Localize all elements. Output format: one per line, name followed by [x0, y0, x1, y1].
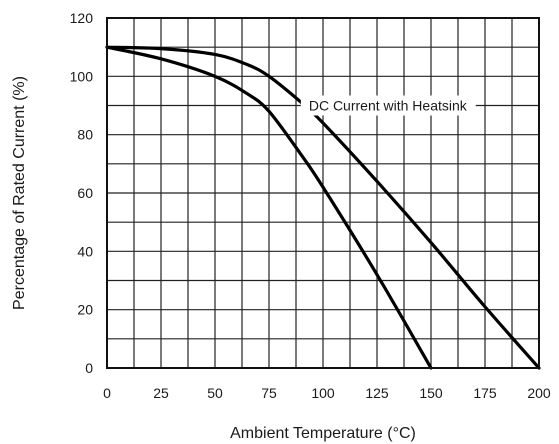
y-tick-labels: 0 20 40 60 80 100 120 — [70, 10, 94, 376]
x-tick-label: 0 — [103, 385, 111, 401]
y-tick-label: 80 — [77, 127, 93, 143]
y-tick-label: 60 — [77, 185, 93, 201]
x-tick-label: 125 — [365, 385, 389, 401]
grid — [107, 18, 539, 368]
y-tick-label: 120 — [70, 10, 94, 26]
x-tick-label: 25 — [153, 385, 169, 401]
x-tick-label: 50 — [207, 385, 223, 401]
annotation-dc-current-heatsink: DC Current with Heatsink — [309, 98, 468, 114]
x-axis-title: Ambient Temperature (°C) — [230, 425, 416, 442]
y-tick-label: 20 — [77, 302, 93, 318]
series-line-derating — [105, 45, 433, 370]
annotation-background — [300, 95, 476, 116]
x-tick-labels: 0 25 50 75 100 125 150 175 200 — [103, 385, 551, 401]
x-tick-label: 75 — [261, 385, 277, 401]
y-tick-label: 40 — [77, 243, 93, 259]
y-tick-label: 0 — [85, 360, 93, 376]
y-axis-title: Percentage of Rated Current (%) — [11, 76, 28, 310]
plot-frame — [106, 17, 540, 369]
x-tick-label: 100 — [311, 385, 335, 401]
y-tick-label: 100 — [70, 68, 94, 84]
x-tick-label: 150 — [419, 385, 443, 401]
x-tick-label: 200 — [527, 385, 551, 401]
x-tick-label: 175 — [473, 385, 497, 401]
